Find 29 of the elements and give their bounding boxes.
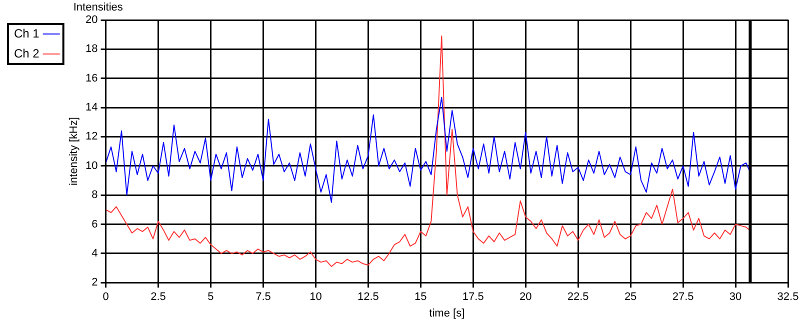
y-axis-title: intensity [kHz]: [68, 117, 80, 186]
x-tick-label: 22.5: [567, 291, 589, 304]
x-tick-label: 2.5: [150, 291, 166, 304]
x-tick-label: 7.5: [256, 291, 271, 304]
y-tick-label: 18: [86, 43, 98, 56]
chart-title: Intensities: [73, 2, 124, 14]
y-tick-label: 4: [92, 247, 98, 260]
legend-label: Ch 2: [14, 46, 40, 60]
x-tick-label: 32.5: [777, 291, 799, 304]
x-tick-label: 25: [624, 291, 637, 304]
x-tick-label: 27.5: [672, 291, 694, 304]
x-tick-label: 17.5: [462, 291, 484, 304]
x-tick-label: 30: [729, 291, 742, 304]
legend-label: Ch 1: [14, 26, 40, 40]
x-tick-label: 15: [414, 291, 427, 304]
y-tick-label: 16: [86, 72, 98, 84]
x-tick-label: 0: [102, 291, 109, 304]
x-tick-label: 5: [208, 291, 214, 304]
x-axis-title: time [s]: [429, 307, 465, 320]
y-tick-label: 8: [92, 189, 98, 202]
y-tick-label: 10: [86, 160, 98, 172]
y-tick-label: 2: [92, 276, 98, 289]
x-tick-label: 20: [519, 291, 532, 304]
y-tick-label: 14: [86, 102, 98, 114]
x-tick-label: 12.5: [357, 291, 379, 304]
y-tick-label: 6: [92, 218, 98, 230]
y-tick-label: 20: [86, 14, 98, 26]
y-tick-label: 12: [86, 130, 98, 143]
x-tick-label: 10: [310, 291, 322, 304]
